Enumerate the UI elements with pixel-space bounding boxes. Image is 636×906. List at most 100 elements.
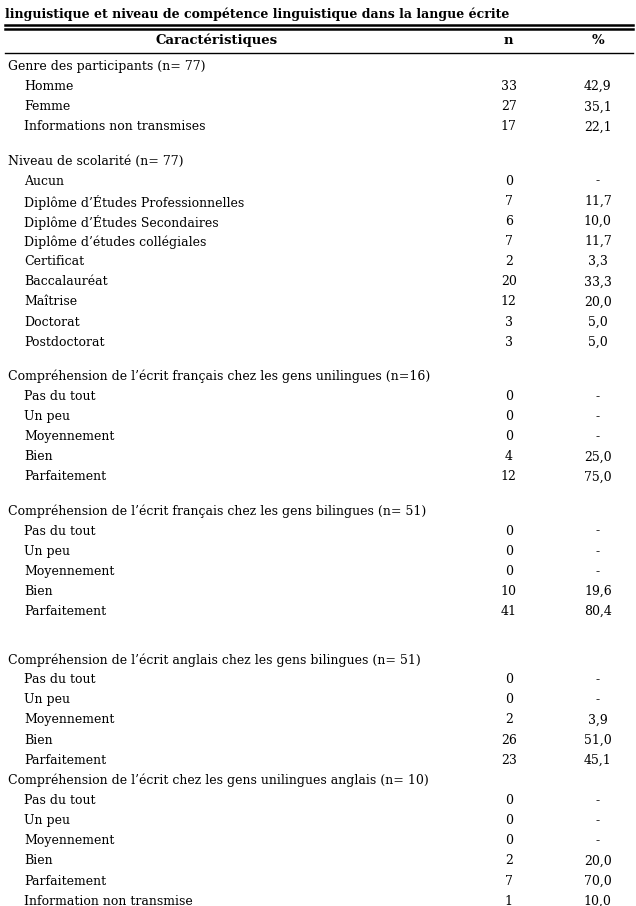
Text: Un peu: Un peu: [24, 410, 70, 423]
Text: 1: 1: [505, 895, 513, 906]
Text: Diplôme d’Études Secondaires: Diplôme d’Études Secondaires: [24, 215, 219, 230]
Text: 25,0: 25,0: [584, 450, 612, 463]
Text: Aucun: Aucun: [24, 175, 64, 188]
Text: Pas du tout: Pas du tout: [24, 525, 95, 537]
Text: Pas du tout: Pas du tout: [24, 390, 95, 403]
Text: Postdoctorat: Postdoctorat: [24, 336, 105, 349]
Text: -: -: [596, 673, 600, 686]
Text: Homme: Homme: [24, 80, 74, 93]
Text: Moyennement: Moyennement: [24, 834, 114, 847]
Text: 2: 2: [505, 714, 513, 727]
Text: Compréhension de l’écrit français chez les gens unilingues (n=16): Compréhension de l’écrit français chez l…: [8, 370, 430, 383]
Text: 20,0: 20,0: [584, 295, 612, 308]
Text: 2: 2: [505, 854, 513, 867]
Text: Parfaitement: Parfaitement: [24, 754, 106, 766]
Text: 0: 0: [505, 430, 513, 443]
Text: 80,4: 80,4: [584, 605, 612, 618]
Text: 12: 12: [501, 470, 516, 484]
Text: Caractéristiques: Caractéristiques: [155, 34, 277, 47]
Text: -: -: [596, 693, 600, 707]
Text: 3,3: 3,3: [588, 255, 608, 268]
Text: 0: 0: [505, 545, 513, 558]
Text: 41: 41: [501, 605, 517, 618]
Text: Genre des participants (n= 77): Genre des participants (n= 77): [8, 60, 205, 73]
Text: 3: 3: [505, 336, 513, 349]
Text: 0: 0: [505, 794, 513, 807]
Text: Un peu: Un peu: [24, 545, 70, 558]
Text: Pas du tout: Pas du tout: [24, 794, 95, 807]
Text: Moyennement: Moyennement: [24, 564, 114, 578]
Text: 22,1: 22,1: [584, 120, 612, 133]
Text: -: -: [596, 390, 600, 403]
Text: 45,1: 45,1: [584, 754, 612, 766]
Text: Pas du tout: Pas du tout: [24, 673, 95, 686]
Text: Maîtrise: Maîtrise: [24, 295, 78, 308]
Text: Certificat: Certificat: [24, 255, 85, 268]
Text: -: -: [596, 564, 600, 578]
Text: 20: 20: [501, 275, 516, 288]
Text: 0: 0: [505, 564, 513, 578]
Text: Parfaitement: Parfaitement: [24, 874, 106, 888]
Text: -: -: [596, 794, 600, 807]
Text: Parfaitement: Parfaitement: [24, 605, 106, 618]
Text: 5,0: 5,0: [588, 315, 608, 329]
Text: Diplôme d’études collégiales: Diplôme d’études collégiales: [24, 235, 207, 248]
Text: 51,0: 51,0: [584, 734, 612, 747]
Text: 0: 0: [505, 673, 513, 686]
Text: Niveau de scolarité (n= 77): Niveau de scolarité (n= 77): [8, 154, 183, 168]
Text: 0: 0: [505, 834, 513, 847]
Text: Information non transmise: Information non transmise: [24, 895, 193, 906]
Text: Doctorat: Doctorat: [24, 315, 80, 329]
Text: 23: 23: [501, 754, 516, 766]
Text: Bien: Bien: [24, 585, 53, 598]
Text: 70,0: 70,0: [584, 874, 612, 888]
Text: 0: 0: [505, 814, 513, 827]
Text: 0: 0: [505, 525, 513, 537]
Text: 3: 3: [505, 315, 513, 329]
Text: Moyennement: Moyennement: [24, 714, 114, 727]
Text: %: %: [591, 34, 604, 46]
Text: 3,9: 3,9: [588, 714, 608, 727]
Text: Informations non transmises: Informations non transmises: [24, 120, 205, 133]
Text: 17: 17: [501, 120, 516, 133]
Text: Moyennement: Moyennement: [24, 430, 114, 443]
Text: 75,0: 75,0: [584, 470, 612, 484]
Text: 7: 7: [505, 235, 513, 248]
Text: Bien: Bien: [24, 854, 53, 867]
Text: 11,7: 11,7: [584, 195, 612, 207]
Text: 12: 12: [501, 295, 516, 308]
Text: Compréhension de l’écrit chez les gens unilingues anglais (n= 10): Compréhension de l’écrit chez les gens u…: [8, 774, 429, 787]
Text: 0: 0: [505, 175, 513, 188]
Text: 10: 10: [501, 585, 517, 598]
Text: 11,7: 11,7: [584, 235, 612, 248]
Text: Bien: Bien: [24, 734, 53, 747]
Text: 42,9: 42,9: [584, 80, 612, 93]
Text: Un peu: Un peu: [24, 814, 70, 827]
Text: 5,0: 5,0: [588, 336, 608, 349]
Text: 35,1: 35,1: [584, 101, 612, 113]
Text: 19,6: 19,6: [584, 585, 612, 598]
Text: Baccalauréat: Baccalauréat: [24, 275, 107, 288]
Text: 10,0: 10,0: [584, 215, 612, 228]
Text: 33,3: 33,3: [584, 275, 612, 288]
Text: -: -: [596, 430, 600, 443]
Text: 0: 0: [505, 410, 513, 423]
Text: n: n: [504, 34, 513, 46]
Text: Diplôme d’Études Professionnelles: Diplôme d’Études Professionnelles: [24, 195, 244, 210]
Text: 0: 0: [505, 390, 513, 403]
Text: 20,0: 20,0: [584, 854, 612, 867]
Text: -: -: [596, 834, 600, 847]
Text: 27: 27: [501, 101, 516, 113]
Text: 0: 0: [505, 693, 513, 707]
Text: 33: 33: [501, 80, 517, 93]
Text: Compréhension de l’écrit français chez les gens bilingues (n= 51): Compréhension de l’écrit français chez l…: [8, 505, 426, 518]
Text: Compréhension de l’écrit anglais chez les gens bilingues (n= 51): Compréhension de l’écrit anglais chez le…: [8, 653, 420, 667]
Text: -: -: [596, 410, 600, 423]
Text: -: -: [596, 814, 600, 827]
Text: Parfaitement: Parfaitement: [24, 470, 106, 484]
Text: -: -: [596, 175, 600, 188]
Text: linguistique et niveau de compétence linguistique dans la langue écrite: linguistique et niveau de compétence lin…: [5, 7, 509, 21]
Text: 6: 6: [505, 215, 513, 228]
Text: 2: 2: [505, 255, 513, 268]
Text: Bien: Bien: [24, 450, 53, 463]
